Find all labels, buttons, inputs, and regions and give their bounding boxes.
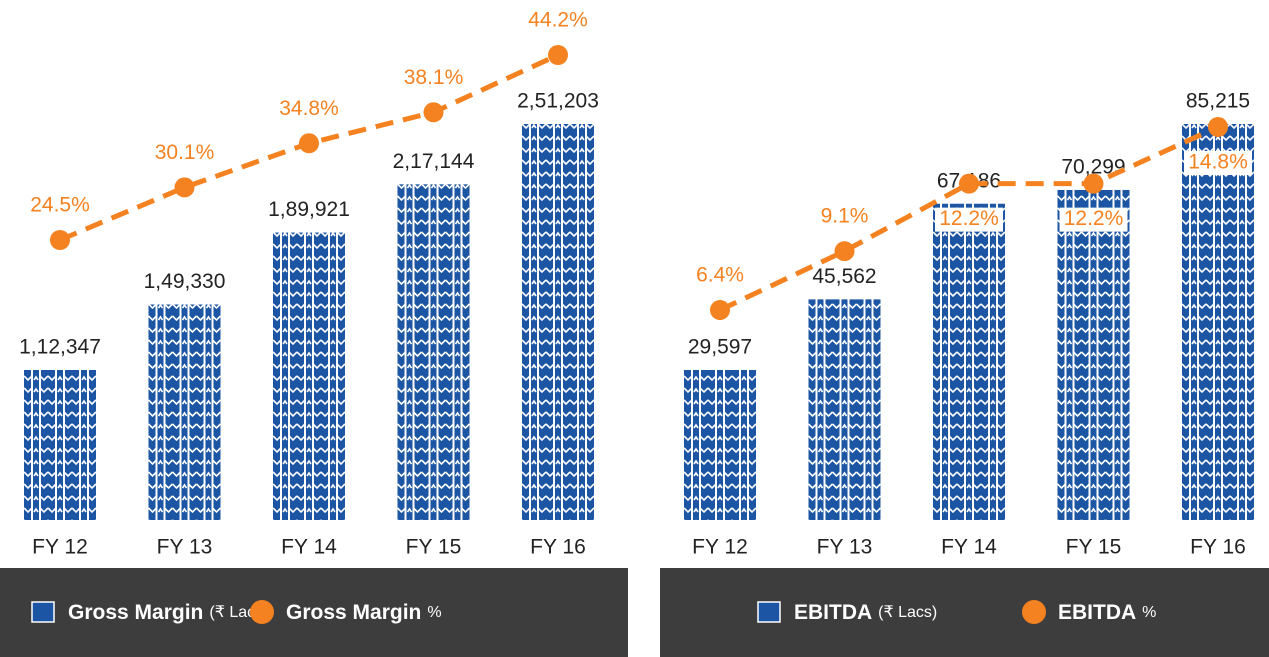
bar bbox=[1182, 124, 1254, 520]
line-value-label: 24.5% bbox=[30, 194, 90, 217]
line-point bbox=[548, 45, 568, 65]
bar-value-label: 45,562 bbox=[812, 265, 876, 288]
x-tick-label: FY 16 bbox=[1190, 536, 1246, 559]
line-point bbox=[834, 241, 855, 262]
legend-label: EBITDA (₹ Lacs) bbox=[794, 601, 937, 624]
x-tick-label: FY 16 bbox=[530, 536, 586, 559]
legend-name: EBITDA bbox=[794, 601, 872, 624]
label-bg bbox=[1184, 151, 1252, 175]
bar-value-label: 2,51,203 bbox=[517, 90, 599, 113]
bar-value-label: 2,17,144 bbox=[393, 150, 475, 173]
bar bbox=[1057, 189, 1130, 521]
bar-value-label: 85,215 bbox=[1186, 90, 1250, 113]
line-value-label: 44.2% bbox=[528, 9, 588, 32]
line-point bbox=[1208, 117, 1228, 137]
line-point bbox=[174, 177, 195, 198]
line-value-label: 14.8% bbox=[1188, 151, 1248, 174]
bar bbox=[148, 304, 221, 520]
legend-label: Gross Margin% bbox=[286, 601, 442, 624]
legend-unit: % bbox=[1142, 604, 1156, 621]
legend-unit: % bbox=[427, 604, 441, 621]
x-tick-label: FY 14 bbox=[281, 536, 337, 559]
legend-name: Gross Margin bbox=[68, 601, 203, 624]
line bbox=[718, 124, 1220, 313]
line-value-label: 34.8% bbox=[279, 97, 339, 120]
bar-value-label: 29,597 bbox=[688, 336, 752, 359]
x-tick-label: FY 14 bbox=[941, 536, 997, 559]
label-bg bbox=[1059, 207, 1128, 232]
legend-label: Gross Margin (₹ Lacs) bbox=[68, 601, 268, 624]
x-tick-label: FY 15 bbox=[1066, 536, 1122, 559]
legend-swatch bbox=[1022, 600, 1046, 624]
line-value-label: 30.1% bbox=[155, 141, 215, 164]
line-point bbox=[50, 230, 70, 250]
label-bg bbox=[935, 207, 1003, 232]
line-point bbox=[423, 102, 444, 123]
bar bbox=[397, 184, 470, 520]
x-tick-label: FY 13 bbox=[817, 536, 873, 559]
legend-label: EBITDA% bbox=[1058, 601, 1156, 624]
bar-value-label: 70,299 bbox=[1061, 156, 1125, 179]
legend-name: EBITDA bbox=[1058, 601, 1136, 624]
x-tick-label: FY 12 bbox=[32, 536, 88, 559]
line-value-label: 12.2% bbox=[939, 207, 999, 230]
line-point bbox=[1083, 173, 1104, 194]
legend-swatch bbox=[250, 600, 274, 624]
legend-box bbox=[0, 568, 628, 657]
line-point bbox=[959, 173, 979, 194]
bar bbox=[933, 203, 1005, 520]
legend-name: Gross Margin bbox=[286, 601, 421, 624]
line-point bbox=[710, 300, 730, 320]
x-tick-label: FY 12 bbox=[692, 536, 748, 559]
x-tick-label: FY 13 bbox=[157, 536, 213, 559]
bar bbox=[522, 124, 594, 520]
bar bbox=[273, 232, 345, 520]
legend-swatch bbox=[31, 601, 55, 623]
legend-swatch bbox=[757, 601, 781, 623]
bar-value-label: 1,89,921 bbox=[268, 198, 350, 221]
legend-box bbox=[660, 568, 1269, 657]
line-point bbox=[299, 133, 319, 154]
bar-value-label: 1,49,330 bbox=[144, 270, 226, 293]
bar bbox=[808, 299, 881, 520]
bar bbox=[24, 370, 96, 520]
bar bbox=[684, 370, 756, 520]
line-value-label: 12.2% bbox=[1064, 207, 1124, 230]
bar-value-label: 1,12,347 bbox=[19, 336, 101, 359]
legend-unit: (₹ Lacs) bbox=[878, 604, 937, 621]
line-value-label: 38.1% bbox=[404, 66, 464, 89]
x-tick-label: FY 15 bbox=[406, 536, 462, 559]
line-value-label: 9.1% bbox=[821, 205, 869, 228]
line-value-label: 6.4% bbox=[696, 264, 744, 287]
